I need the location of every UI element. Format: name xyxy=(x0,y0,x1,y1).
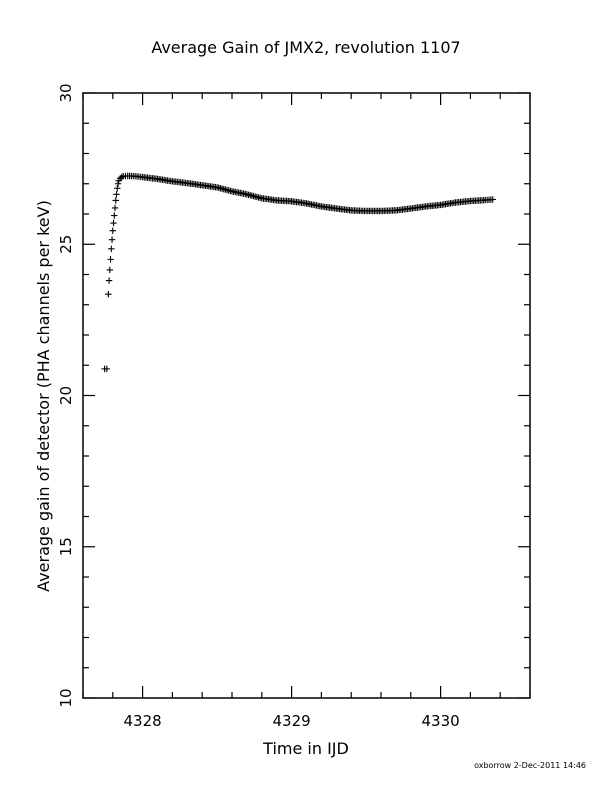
y-tick-label: 15 xyxy=(57,537,75,556)
data-point xyxy=(114,185,121,192)
y-axis-ticks xyxy=(83,92,530,699)
x-axis-ticks xyxy=(82,93,531,698)
y-tick-label: 10 xyxy=(57,688,75,707)
data-point xyxy=(111,204,119,212)
data-point xyxy=(108,236,116,243)
data-point xyxy=(113,191,120,198)
x-tick-label: 4330 xyxy=(422,712,460,730)
data-point xyxy=(109,227,116,234)
data-point xyxy=(107,256,114,263)
y-tick-label: 25 xyxy=(57,235,75,254)
data-point xyxy=(110,219,117,227)
data-point xyxy=(105,290,112,298)
x-axis-tick-labels: 4328 4329 4330 xyxy=(124,712,460,730)
data-point xyxy=(103,365,111,373)
x-tick-label: 4329 xyxy=(273,712,311,730)
data-point xyxy=(105,277,113,284)
data-point xyxy=(489,196,496,203)
data-point xyxy=(106,266,114,274)
y-tick-label: 20 xyxy=(57,386,75,405)
data-point xyxy=(112,197,119,204)
chart-title: Average Gain of JMX2, revolution 1107 xyxy=(151,38,460,57)
y-tick-label: 30 xyxy=(57,83,75,102)
x-axis-label: Time in IJD xyxy=(262,739,349,758)
y-axis-label: Average gain of detector (PHA channels p… xyxy=(34,200,53,592)
data-point xyxy=(108,245,115,252)
data-points xyxy=(101,172,496,373)
data-point xyxy=(111,212,118,219)
y-axis-tick-labels: 10 15 20 25 30 xyxy=(57,83,75,707)
x-tick-label: 4328 xyxy=(124,712,162,730)
data-point xyxy=(118,173,125,181)
plot-frame xyxy=(82,92,531,699)
data-point xyxy=(114,180,122,187)
footer-credit: oxborrow 2-Dec-2011 14:46 xyxy=(474,761,586,770)
